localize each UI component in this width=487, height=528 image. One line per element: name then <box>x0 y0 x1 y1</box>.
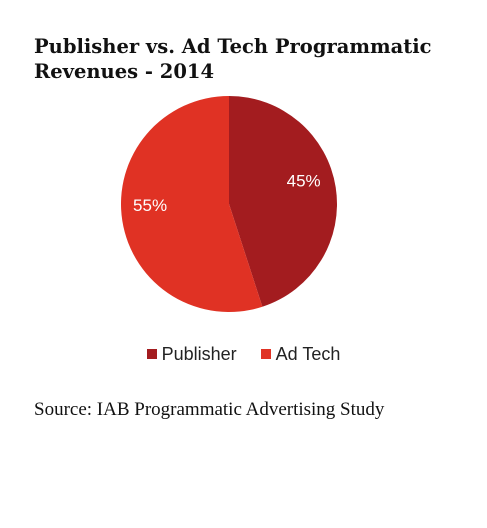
pie-slice-labels: 45% 55% <box>133 172 321 215</box>
legend: Publisher Ad Tech <box>0 342 487 366</box>
legend-label-publisher: Publisher <box>161 343 237 364</box>
pie-chart: 45% 55% <box>121 96 338 312</box>
legend-swatch-publisher <box>146 349 157 359</box>
legend-item-publisher: Publisher <box>146 343 237 365</box>
pie-slice-publisher <box>229 96 338 307</box>
pie-slice-label-ad-tech: 55% <box>133 196 167 215</box>
pie-slice-label-publisher: 45% <box>287 172 321 191</box>
pie-slice-ad-tech <box>121 96 263 312</box>
pie-slices <box>121 96 338 312</box>
legend-label-ad-tech: Ad Tech <box>275 343 341 364</box>
legend-swatch-ad-tech <box>260 349 271 359</box>
chart-title: Publisher vs. Ad Tech Programmatic Reven… <box>34 35 432 83</box>
legend-item-ad-tech: Ad Tech <box>260 343 341 365</box>
source-note: Source: IAB Programmatic Advertising Stu… <box>34 399 385 420</box>
